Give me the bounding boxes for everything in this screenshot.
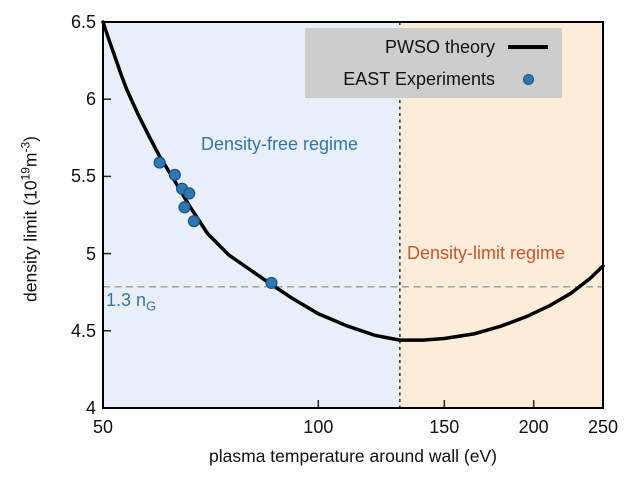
x-tick-label: 50 [92, 417, 114, 437]
legend-label: PWSO theory [384, 36, 495, 57]
plot-border [102, 21, 604, 409]
y-tick-label: 4 [85, 398, 96, 418]
experiment-data-point [178, 201, 191, 214]
experiment-data-point [265, 276, 278, 290]
legend-label: EAST Experiments [343, 68, 495, 89]
annotation-density-free-regime: Density-free regime [201, 134, 359, 154]
y-tick-label: 5 [85, 243, 96, 264]
theory-curve [101, 20, 605, 342]
legend-entry-east-experiments: EAST Experiments [305, 65, 548, 93]
y-tick-label: 6.5 [70, 12, 96, 32]
experiment-data-point [168, 168, 181, 181]
experiment-data-point [183, 187, 196, 200]
dot-swatch-icon [508, 73, 548, 85]
legend-entry-pwso-theory: PWSO theory [305, 33, 548, 61]
legend: PWSO theory EAST Experiments [305, 28, 562, 98]
y-tick-label: 4.5 [70, 320, 96, 341]
experiment-data-point [153, 156, 166, 169]
annotation-density-limit-regime: Density-limit regime [407, 243, 566, 263]
x-tick-label: 150 [429, 417, 460, 437]
annotation-greenwald-limit: 1.3 nG [106, 290, 157, 314]
x-axis-title: plasma temperature around wall (eV) [209, 446, 497, 466]
y-tick-label: 6 [85, 89, 96, 110]
experiment-data-point [187, 215, 201, 228]
line-swatch-icon [508, 45, 548, 49]
y-tick-label: 5.5 [70, 166, 96, 187]
x-tick-label: 200 [518, 417, 549, 437]
y-axis-title: density limit (1019m-3) [18, 135, 41, 303]
x-tick-label: 100 [303, 417, 334, 437]
x-tick-label: 250 [587, 417, 619, 437]
